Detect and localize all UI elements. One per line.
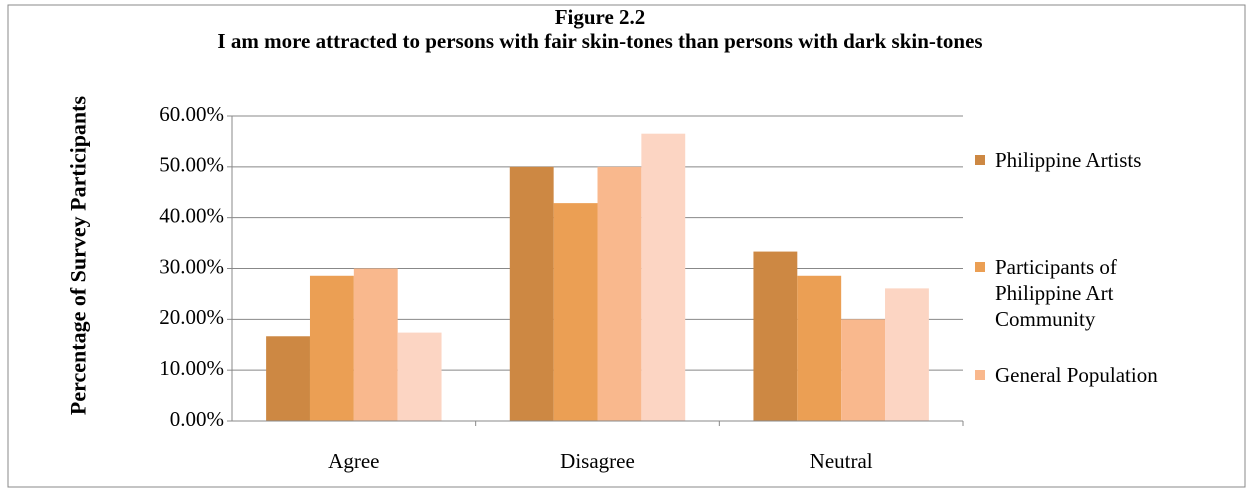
bar	[753, 251, 798, 421]
y-tick-label: 40.00%	[159, 203, 224, 227]
bar	[266, 336, 310, 421]
chart-title: Figure 2.2	[554, 5, 646, 29]
legend-entry: General Population	[975, 362, 1195, 388]
y-tick-label: 10.00%	[159, 356, 224, 380]
frame	[7, 4, 1246, 488]
bar	[797, 275, 842, 421]
bar	[885, 288, 929, 421]
legend-label: Philippine Artists	[995, 148, 1142, 172]
bar	[641, 133, 686, 421]
bar	[397, 332, 442, 421]
bar	[509, 166, 554, 421]
y-tick-label: 50.00%	[159, 153, 224, 177]
legend-swatch	[975, 262, 985, 272]
x-tick-label: Disagree	[560, 449, 635, 473]
legend-swatch	[975, 155, 985, 165]
bar	[353, 268, 398, 421]
legend-swatch	[975, 370, 985, 380]
chart-subtitle: I am more attracted to persons with fair…	[217, 29, 983, 53]
legend-entry: Participants of Philippine Art Community	[975, 254, 1195, 332]
legend-label: General Population	[995, 363, 1158, 387]
x-tick-label: Agree	[328, 449, 379, 473]
x-tick-label: Neutral	[810, 449, 873, 473]
y-tick-label: 60.00%	[159, 102, 224, 126]
bar	[841, 319, 886, 421]
legend-entry: Philippine Artists	[975, 147, 1195, 173]
y-tick-label: 20.00%	[159, 305, 224, 329]
y-tick-label: 0.00%	[170, 407, 224, 431]
y-tick-label: 30.00%	[159, 254, 224, 278]
bar	[597, 166, 642, 421]
bar	[553, 203, 598, 421]
bar	[309, 275, 354, 421]
y-axis-label: Percentage of Survey Participants	[65, 95, 91, 416]
legend-label: Participants of Philippine Art Community	[995, 255, 1117, 331]
